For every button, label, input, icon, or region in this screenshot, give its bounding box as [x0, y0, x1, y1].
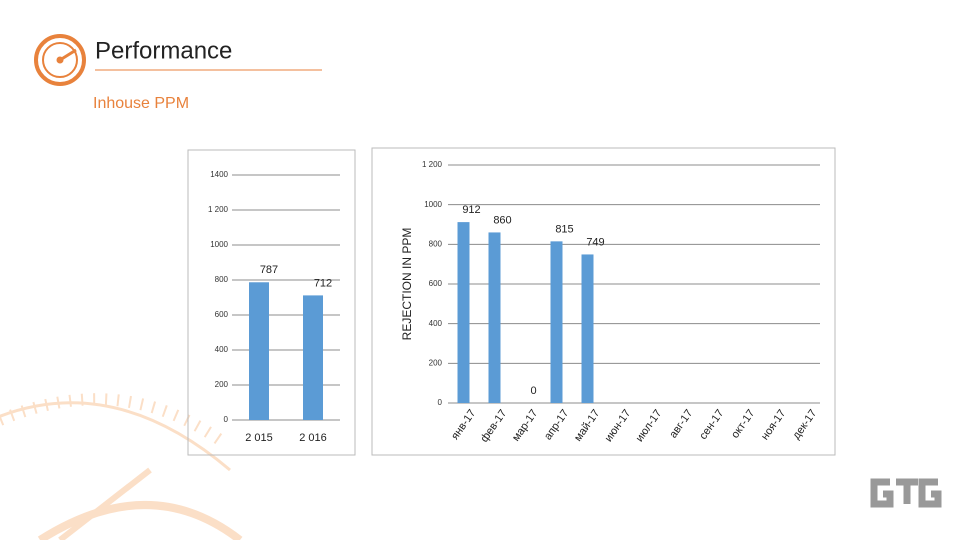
y-tick-label: 600: [429, 279, 443, 288]
x-tick-label: ноя-17: [759, 408, 788, 443]
x-tick-label: 2 015: [245, 432, 273, 444]
brand-logo: [870, 478, 942, 508]
x-tick-label: мар-17: [510, 408, 540, 444]
y-tick-label: 200: [215, 380, 229, 389]
y-axis-label: REJECTION IN PPM: [400, 228, 414, 341]
bar: [457, 222, 470, 403]
y-tick-label: 400: [429, 319, 443, 328]
data-label: 912: [462, 204, 480, 216]
x-tick-label: фев-17: [478, 408, 509, 445]
chart-frame: [371, 147, 836, 456]
data-label: 787: [260, 264, 278, 276]
data-label: 860: [493, 214, 511, 226]
y-tick-label: 1 200: [422, 160, 443, 169]
y-tick-label: 0: [438, 398, 443, 407]
bar: [581, 254, 594, 403]
y-tick-label: 1 200: [208, 205, 229, 214]
x-tick-label: сен-17: [697, 408, 726, 442]
data-label: 749: [586, 236, 604, 248]
x-tick-label: июн-17: [603, 408, 634, 445]
x-tick-label: окт-17: [729, 408, 757, 441]
logo-icon: [34, 34, 86, 86]
x-tick-label: авг-17: [667, 408, 695, 441]
y-tick-label: 400: [215, 345, 229, 354]
bar: [303, 295, 323, 420]
bar: [488, 232, 501, 403]
y-tick-label: 0: [224, 415, 229, 424]
x-tick-label: май-17: [572, 408, 602, 444]
y-tick-label: 1400: [210, 170, 228, 179]
bar: [550, 241, 563, 403]
y-tick-label: 800: [215, 275, 229, 284]
chart-frame: [187, 149, 356, 456]
y-tick-label: 1000: [210, 240, 228, 249]
y-tick-label: 800: [429, 239, 443, 248]
title: Performance: [95, 37, 232, 64]
x-tick-label: дек-17: [790, 408, 819, 442]
x-tick-label: янв-17: [449, 408, 478, 443]
x-tick-label: июл-17: [634, 408, 665, 445]
data-label: 815: [555, 223, 573, 235]
y-tick-label: 600: [215, 310, 229, 319]
x-tick-label: апр-17: [542, 408, 571, 443]
y-tick-label: 1000: [424, 200, 442, 209]
subtitle: Inhouse PPM: [93, 95, 189, 112]
y-tick-label: 200: [429, 358, 443, 367]
decor-gauge: [0, 393, 243, 540]
bar: [249, 282, 269, 420]
data-label: 0: [530, 385, 536, 397]
data-label: 712: [314, 277, 332, 289]
x-tick-label: 2 016: [299, 432, 327, 444]
